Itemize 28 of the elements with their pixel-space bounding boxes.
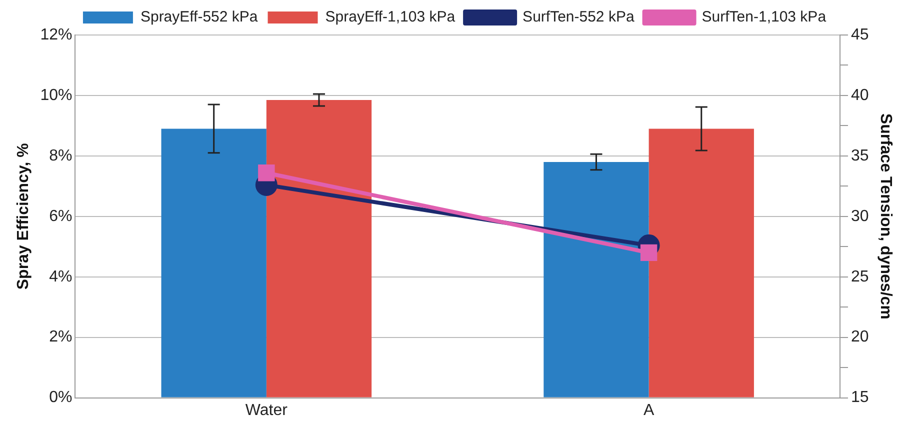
y-tick-label: 8% — [49, 147, 72, 164]
bar — [648, 128, 754, 398]
bar — [161, 128, 266, 398]
legend-label: SurfTen-552 kPa — [522, 8, 635, 26]
bar — [266, 100, 372, 398]
legend-label: SurfTen-1,103 kPa — [702, 8, 827, 26]
y2-tick-label: 25 — [851, 268, 869, 286]
y2-tick-label: 40 — [851, 86, 869, 104]
y2-tick-label: 35 — [851, 147, 869, 164]
point — [258, 164, 275, 182]
legend-label: SprayEff-1,103 kPa — [325, 8, 456, 26]
point — [640, 244, 658, 262]
y-axis-title: Spray Efficiency, % — [15, 143, 32, 290]
x-tick-label: Water — [245, 402, 288, 419]
y-tick-label: 0% — [49, 389, 72, 406]
y2-tick-label: 15 — [851, 389, 869, 406]
y-tick-label: 2% — [49, 328, 72, 346]
y-tick-label: 6% — [49, 208, 72, 225]
y-tick-label: 10% — [40, 86, 72, 104]
y-tick-label: 4% — [49, 268, 72, 286]
x-tick-label: A — [643, 402, 654, 419]
y2-tick-label: 30 — [851, 208, 869, 225]
y-tick-label: 12% — [40, 26, 72, 44]
legend-label: SprayEff-552 kPa — [140, 8, 258, 26]
bar — [544, 162, 649, 398]
y2-axis-title: Surface Tension, dynes/cm — [876, 113, 894, 320]
y2-tick-label: 20 — [851, 328, 869, 346]
y2-tick-label: 45 — [851, 26, 869, 44]
